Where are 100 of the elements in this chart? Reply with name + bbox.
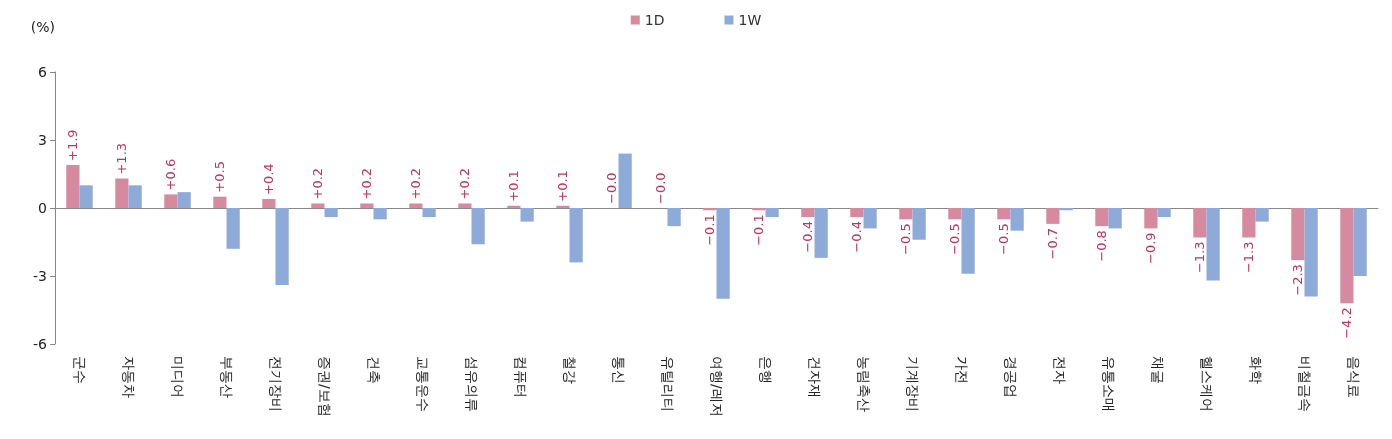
x-tick-label: 군수 bbox=[71, 356, 88, 384]
bar bbox=[324, 208, 338, 218]
bar bbox=[66, 164, 80, 208]
x-tick-label: 전자 bbox=[1051, 356, 1068, 384]
bar bbox=[373, 208, 387, 220]
data-label: +0.2 bbox=[457, 167, 473, 200]
x-tick-label: 비철금속 bbox=[1296, 356, 1313, 412]
data-label: −0.7 bbox=[1045, 227, 1061, 260]
data-label: −0.1 bbox=[702, 214, 718, 246]
x-tick-label: 유통소매 bbox=[1100, 356, 1117, 412]
bar bbox=[1255, 208, 1269, 222]
y-tick-label: 6 bbox=[38, 64, 48, 80]
bar bbox=[226, 208, 240, 249]
bar bbox=[1010, 208, 1024, 231]
data-label: +0.1 bbox=[555, 170, 571, 202]
bar bbox=[79, 185, 93, 208]
x-tick-label: 농림축산 bbox=[855, 356, 872, 412]
x-tick-label: 증권/보험 bbox=[316, 356, 333, 417]
bar bbox=[863, 208, 877, 229]
bar bbox=[850, 208, 864, 218]
bar bbox=[1108, 208, 1122, 229]
bar bbox=[961, 208, 975, 274]
data-label: −0.4 bbox=[800, 221, 816, 253]
bar bbox=[569, 208, 583, 263]
bar bbox=[997, 208, 1011, 220]
data-label: +0.5 bbox=[212, 161, 228, 193]
bar bbox=[471, 208, 485, 245]
y-tick-label: 0 bbox=[38, 200, 47, 216]
x-tick-label: 컴퓨터 bbox=[512, 356, 529, 398]
bar bbox=[765, 208, 779, 218]
data-label: −0.0 bbox=[604, 172, 620, 204]
data-label: −0.1 bbox=[751, 214, 767, 246]
bar bbox=[520, 208, 534, 222]
bar bbox=[115, 178, 129, 208]
data-label: −1.3 bbox=[1192, 241, 1208, 274]
bar bbox=[948, 208, 962, 220]
bar bbox=[814, 208, 828, 258]
data-label: +0.4 bbox=[261, 163, 277, 195]
x-tick-label: 채굴 bbox=[1149, 356, 1166, 384]
x-tick-label: 부동산 bbox=[218, 356, 235, 398]
data-label: −1.3 bbox=[1241, 241, 1257, 274]
bar bbox=[1157, 208, 1171, 218]
bar bbox=[1291, 208, 1305, 261]
bar bbox=[1144, 208, 1158, 229]
bar bbox=[1046, 208, 1060, 224]
bar bbox=[716, 208, 730, 299]
data-label: −0.5 bbox=[898, 223, 914, 255]
data-label: +0.2 bbox=[408, 167, 424, 200]
bar bbox=[422, 208, 436, 218]
bar bbox=[177, 192, 191, 208]
legend-label: 1W bbox=[738, 12, 762, 28]
bar bbox=[1353, 208, 1367, 276]
x-tick-label: 건축 bbox=[365, 356, 382, 384]
data-label: +0.2 bbox=[310, 167, 326, 200]
bar bbox=[128, 185, 142, 208]
bar bbox=[409, 203, 423, 208]
x-tick-label: 음식료 bbox=[1345, 356, 1362, 398]
x-tick-label: 자동차 bbox=[120, 356, 137, 398]
x-tick-label: 통신 bbox=[610, 356, 627, 384]
x-tick-label: 섬유의류 bbox=[463, 356, 480, 412]
bar bbox=[1304, 208, 1318, 297]
bar bbox=[801, 208, 815, 218]
bar bbox=[556, 205, 570, 208]
x-tick-label: 전기장비 bbox=[267, 356, 284, 412]
x-tick-label: 유틸리티 bbox=[659, 356, 676, 412]
data-label: +1.3 bbox=[114, 142, 130, 175]
bar bbox=[1242, 208, 1256, 238]
y-tick-label: 3 bbox=[38, 132, 47, 148]
bar bbox=[164, 194, 178, 208]
bar bbox=[262, 198, 276, 208]
bar bbox=[1095, 208, 1109, 227]
bar bbox=[899, 208, 913, 220]
data-label: +0.6 bbox=[163, 158, 179, 191]
bar bbox=[360, 203, 374, 208]
y-axis-title: (%) bbox=[30, 19, 55, 35]
y-tick-label: -6 bbox=[33, 336, 48, 352]
bar bbox=[311, 203, 325, 208]
x-tick-label: 교통운수 bbox=[414, 356, 431, 412]
data-label: −2.3 bbox=[1290, 264, 1306, 296]
bar bbox=[752, 208, 766, 211]
x-tick-label: 가전 bbox=[953, 356, 970, 384]
data-label: −0.4 bbox=[849, 221, 865, 253]
data-label: −0.9 bbox=[1143, 232, 1159, 264]
bar bbox=[1340, 208, 1354, 304]
data-label: +0.2 bbox=[359, 167, 375, 200]
x-tick-label: 여행/레저 bbox=[708, 356, 725, 417]
data-label: +0.1 bbox=[506, 170, 522, 202]
bar bbox=[667, 208, 681, 227]
bar bbox=[618, 153, 632, 208]
x-tick-label: 화학 bbox=[1247, 356, 1264, 384]
bar bbox=[703, 208, 717, 211]
data-label: +1.9 bbox=[65, 129, 81, 161]
bar bbox=[275, 208, 289, 286]
x-tick-label: 은행 bbox=[757, 356, 774, 384]
y-tick-label: -3 bbox=[33, 268, 47, 284]
data-label: −0.5 bbox=[996, 223, 1012, 255]
bar bbox=[1193, 208, 1207, 238]
data-label: −0.0 bbox=[653, 172, 669, 204]
data-label: −4.2 bbox=[1339, 307, 1355, 339]
legend-label: 1D bbox=[644, 12, 665, 28]
